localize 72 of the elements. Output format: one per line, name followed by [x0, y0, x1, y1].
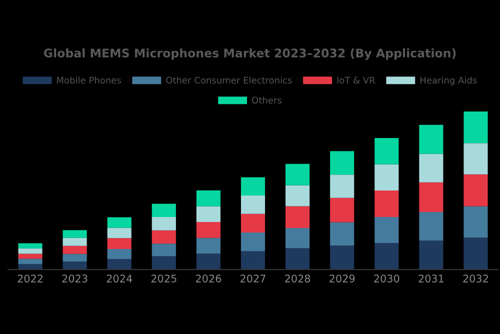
- bar: [152, 204, 176, 218]
- bar: [240, 196, 266, 214]
- bar: [286, 164, 310, 186]
- bar: [107, 238, 132, 249]
- bar: [374, 217, 399, 243]
- bar: [374, 190, 399, 218]
- bar: [330, 174, 354, 198]
- x-tick-label: 2030: [374, 274, 400, 282]
- bar: [330, 246, 354, 270]
- x-tick-label: 2027: [240, 274, 266, 282]
- bar: [152, 244, 176, 256]
- bar: [240, 177, 266, 196]
- bar: [107, 217, 132, 228]
- bar: [464, 238, 488, 270]
- legend-label: Others: [252, 96, 282, 104]
- chart-title: Global MEMS Microphones Market 2023–2032 (By Application): [44, 48, 456, 60]
- bar: [374, 138, 399, 164]
- bar: [464, 143, 488, 174]
- x-tick-label: 2029: [330, 274, 355, 282]
- x-tick-label: 2028: [285, 274, 310, 282]
- x-tick-label: 2022: [18, 274, 42, 282]
- bar: [62, 254, 87, 262]
- bar: [330, 198, 354, 222]
- bar: [107, 228, 132, 238]
- bar: [152, 230, 176, 244]
- bar: [286, 228, 310, 248]
- x-tick-label: 2025: [151, 274, 176, 282]
- bar: [286, 206, 310, 228]
- bar: [286, 248, 310, 270]
- bar: [62, 261, 87, 270]
- bar: [330, 222, 354, 246]
- bar: [152, 217, 176, 230]
- bar: [196, 254, 220, 270]
- bar: [374, 164, 399, 190]
- x-tick-label: 2023: [62, 274, 88, 282]
- bar: [240, 232, 266, 252]
- bar: [107, 258, 132, 270]
- bar: [152, 256, 176, 270]
- bar: [196, 238, 220, 254]
- bar: [107, 248, 132, 259]
- bar: [419, 240, 444, 270]
- bar: [62, 246, 87, 254]
- bar: [419, 182, 444, 212]
- bar: [464, 174, 488, 206]
- bar: [419, 124, 444, 154]
- bar: [18, 254, 42, 259]
- bar: [374, 242, 399, 270]
- bar: [196, 222, 220, 238]
- x-tick-label: 2024: [106, 274, 132, 282]
- legend-label: Hearing Aids: [420, 76, 477, 86]
- bar: [419, 154, 444, 182]
- bar: [62, 238, 87, 246]
- bar: [286, 185, 310, 206]
- legend-label: IoT & VR: [337, 76, 376, 84]
- bar: [240, 251, 266, 270]
- x-tick-label: 2031: [418, 274, 444, 282]
- bar: [62, 230, 87, 238]
- bar: [18, 248, 42, 254]
- bar: [464, 206, 488, 238]
- x-tick-label: 2026: [196, 274, 222, 282]
- bar: [18, 264, 42, 270]
- bar: [240, 214, 266, 233]
- bar: [18, 258, 42, 264]
- bar: [196, 206, 220, 222]
- legend-label: Mobile Phones: [57, 76, 121, 84]
- bar: [18, 243, 42, 248]
- bar: [196, 190, 220, 206]
- x-tick-label: 2032: [463, 274, 488, 282]
- bar: [419, 212, 444, 241]
- bar: [330, 151, 354, 175]
- bar: [464, 111, 488, 144]
- legend-label: Other Consumer Electronics: [166, 76, 292, 84]
